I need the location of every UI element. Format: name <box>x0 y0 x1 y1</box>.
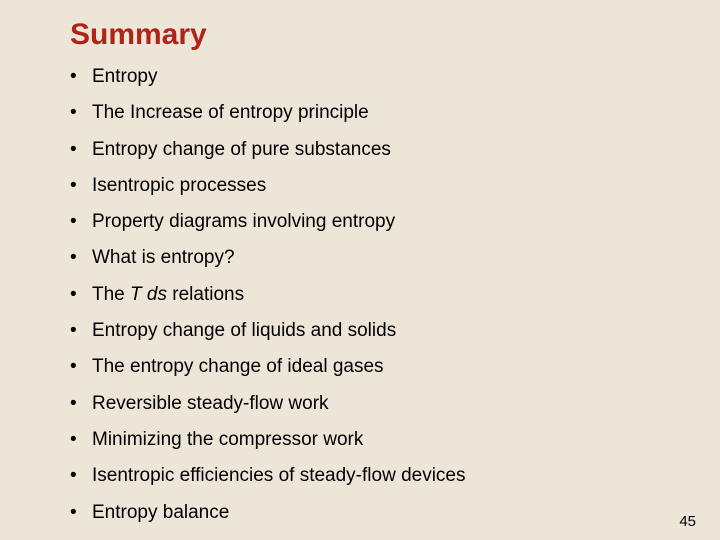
list-item-text: Entropy change of pure substances <box>92 139 391 160</box>
list-item: Isentropic efficiencies of steady-flow d… <box>70 465 680 488</box>
list-item-text: The entropy change of ideal gases <box>92 356 384 377</box>
list-item-text: Property diagrams involving entropy <box>92 211 395 232</box>
list-item-text-pre: The <box>92 284 130 305</box>
page-number: 45 <box>679 513 696 530</box>
list-item: Entropy change of liquids and solids <box>70 320 680 343</box>
list-item: The Increase of entropy principle <box>70 102 680 125</box>
list-item: What is entropy? <box>70 247 680 270</box>
list-item-text-ital: T ds <box>130 284 167 305</box>
list-item-text: Isentropic efficiencies of steady-flow d… <box>92 465 466 486</box>
list-item: Entropy <box>70 66 680 89</box>
summary-list: Entropy The Increase of entropy principl… <box>70 66 680 524</box>
list-item: The T ds relations <box>70 284 680 307</box>
list-item: Reversible steady-flow work <box>70 393 680 416</box>
list-item: Property diagrams involving entropy <box>70 211 680 234</box>
list-item-text-post: relations <box>167 284 244 305</box>
list-item-text: The Increase of entropy principle <box>92 102 369 123</box>
list-item: Minimizing the compressor work <box>70 429 680 452</box>
list-item-text: Entropy change of liquids and solids <box>92 320 396 341</box>
slide-title: Summary <box>70 18 680 52</box>
list-item-text: What is entropy? <box>92 247 235 268</box>
list-item: Entropy balance <box>70 502 680 525</box>
list-item-text: Isentropic processes <box>92 175 266 196</box>
list-item-text: Entropy <box>92 66 157 87</box>
list-item: Isentropic processes <box>70 175 680 198</box>
list-item: Entropy change of pure substances <box>70 139 680 162</box>
list-item-text: Reversible steady-flow work <box>92 393 329 414</box>
list-item-text: Entropy balance <box>92 502 229 523</box>
list-item: The entropy change of ideal gases <box>70 356 680 379</box>
slide-container: Summary Entropy The Increase of entropy … <box>0 0 720 540</box>
list-item-text: Minimizing the compressor work <box>92 429 363 450</box>
